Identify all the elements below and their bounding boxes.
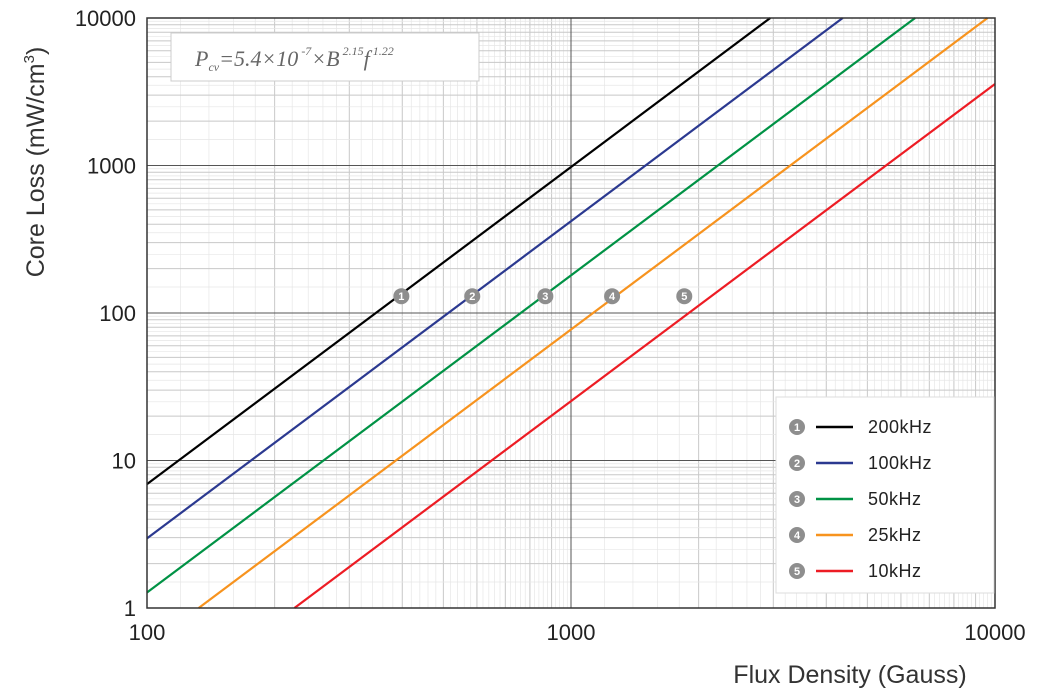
y-tick-label: 10000 (75, 6, 136, 31)
series-marker-label-200kHz: 1 (398, 291, 404, 303)
legend-marker-25kHz (789, 527, 805, 543)
series-marker-label-25kHz: 4 (609, 291, 616, 303)
legend-marker-label-200kHz: 1 (794, 422, 800, 434)
series-marker-50kHz (537, 288, 554, 305)
legend-label-200kHz: 200kHz (868, 417, 932, 437)
legend-marker-200kHz (789, 419, 805, 435)
series-line-200kHz (146, 17, 771, 486)
x-tick-label: 100 (129, 620, 166, 645)
formula-text: Pcv=5.4×10 -7×B 2.15f 1.22 (194, 44, 394, 74)
legend: 1 200kHz 2 100kHz 3 50kHz 4 25kHz 5 10kHz (775, 396, 995, 594)
series-marker-25kHz (604, 288, 621, 305)
y-tick-label: 100 (99, 301, 136, 326)
legend-marker-label-25kHz: 4 (794, 530, 801, 542)
y-axis-title: Core Loss (mW/cm3) (21, 47, 50, 278)
legend-marker-label-100kHz: 2 (794, 458, 800, 470)
series-marker-label-100kHz: 2 (469, 291, 475, 303)
y-tick-label: 10 (112, 449, 136, 474)
x-tick-label: 10000 (964, 620, 1025, 645)
y-tick-label: 1 (124, 596, 136, 621)
series-line-10kHz (293, 83, 996, 609)
legend-marker-label-10kHz: 5 (794, 566, 800, 578)
series-marker-label-10kHz: 5 (681, 291, 687, 303)
series-line-25kHz (198, 17, 989, 609)
series-marker-100kHz (464, 288, 481, 305)
series-line-50kHz (146, 17, 916, 594)
series-marker-10kHz (676, 288, 693, 305)
formula-box: Pcv=5.4×10 -7×B 2.15f 1.22 (170, 32, 480, 82)
series-marker-200kHz (393, 288, 410, 305)
x-tick-labels: 100 1000 10000 (129, 620, 1026, 645)
series-lines (146, 17, 996, 609)
x-axis-title: Flux Density (Gauss) (733, 661, 966, 689)
major-grid (147, 18, 995, 608)
legend-label-10kHz: 10kHz (868, 561, 922, 581)
series-marker-label-50kHz: 3 (542, 291, 548, 303)
legend-marker-10kHz (789, 563, 805, 579)
y-tick-labels: 1 10 100 1000 10000 (75, 6, 136, 621)
legend-label-50kHz: 50kHz (868, 489, 922, 509)
series-markers: 1 2 3 4 5 (393, 288, 693, 305)
y-tick-label: 1000 (87, 154, 136, 179)
legend-marker-label-50kHz: 3 (794, 494, 800, 506)
legend-marker-50kHz (789, 491, 805, 507)
legend-marker-100kHz (789, 455, 805, 471)
series-line-100kHz (146, 17, 844, 540)
plot-frame (146, 17, 996, 609)
legend-label-100kHz: 100kHz (868, 453, 932, 473)
legend-label-25kHz: 25kHz (868, 525, 922, 545)
x-tick-label: 1000 (547, 620, 596, 645)
